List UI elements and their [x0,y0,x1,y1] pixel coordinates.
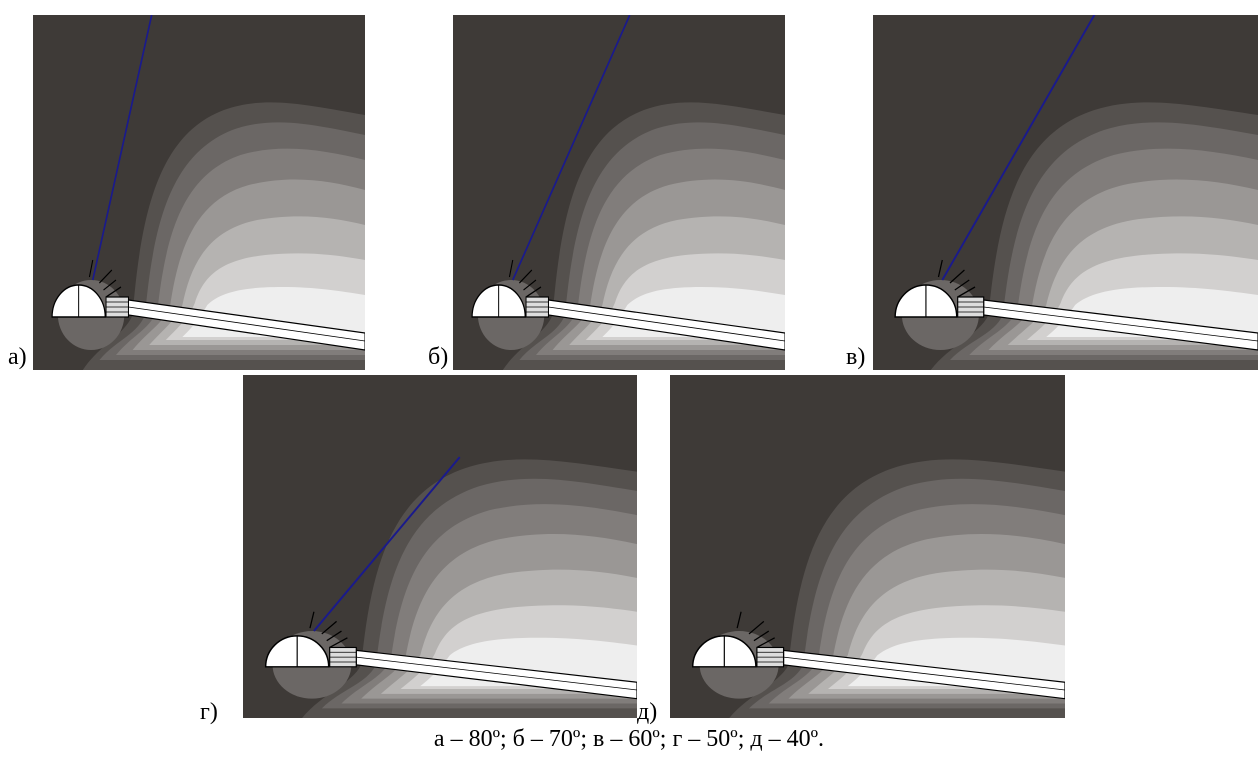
caption: а – 80º; б – 70º; в – 60º; г – 50º; д – … [0,725,1258,753]
panel-label: в) [846,345,865,369]
panel-label: д) [637,700,657,724]
panel-image [670,375,1065,718]
page: а) б) в) г) д) а – 80º; б – 70º; в – 60º… [0,0,1258,758]
panel-image [33,15,365,370]
panel-image [453,15,785,370]
panel-image [873,15,1258,370]
panel-label: г) [200,700,218,724]
panel-label: а) [8,345,27,369]
panel-image [243,375,637,718]
panel-label: б) [428,345,448,369]
